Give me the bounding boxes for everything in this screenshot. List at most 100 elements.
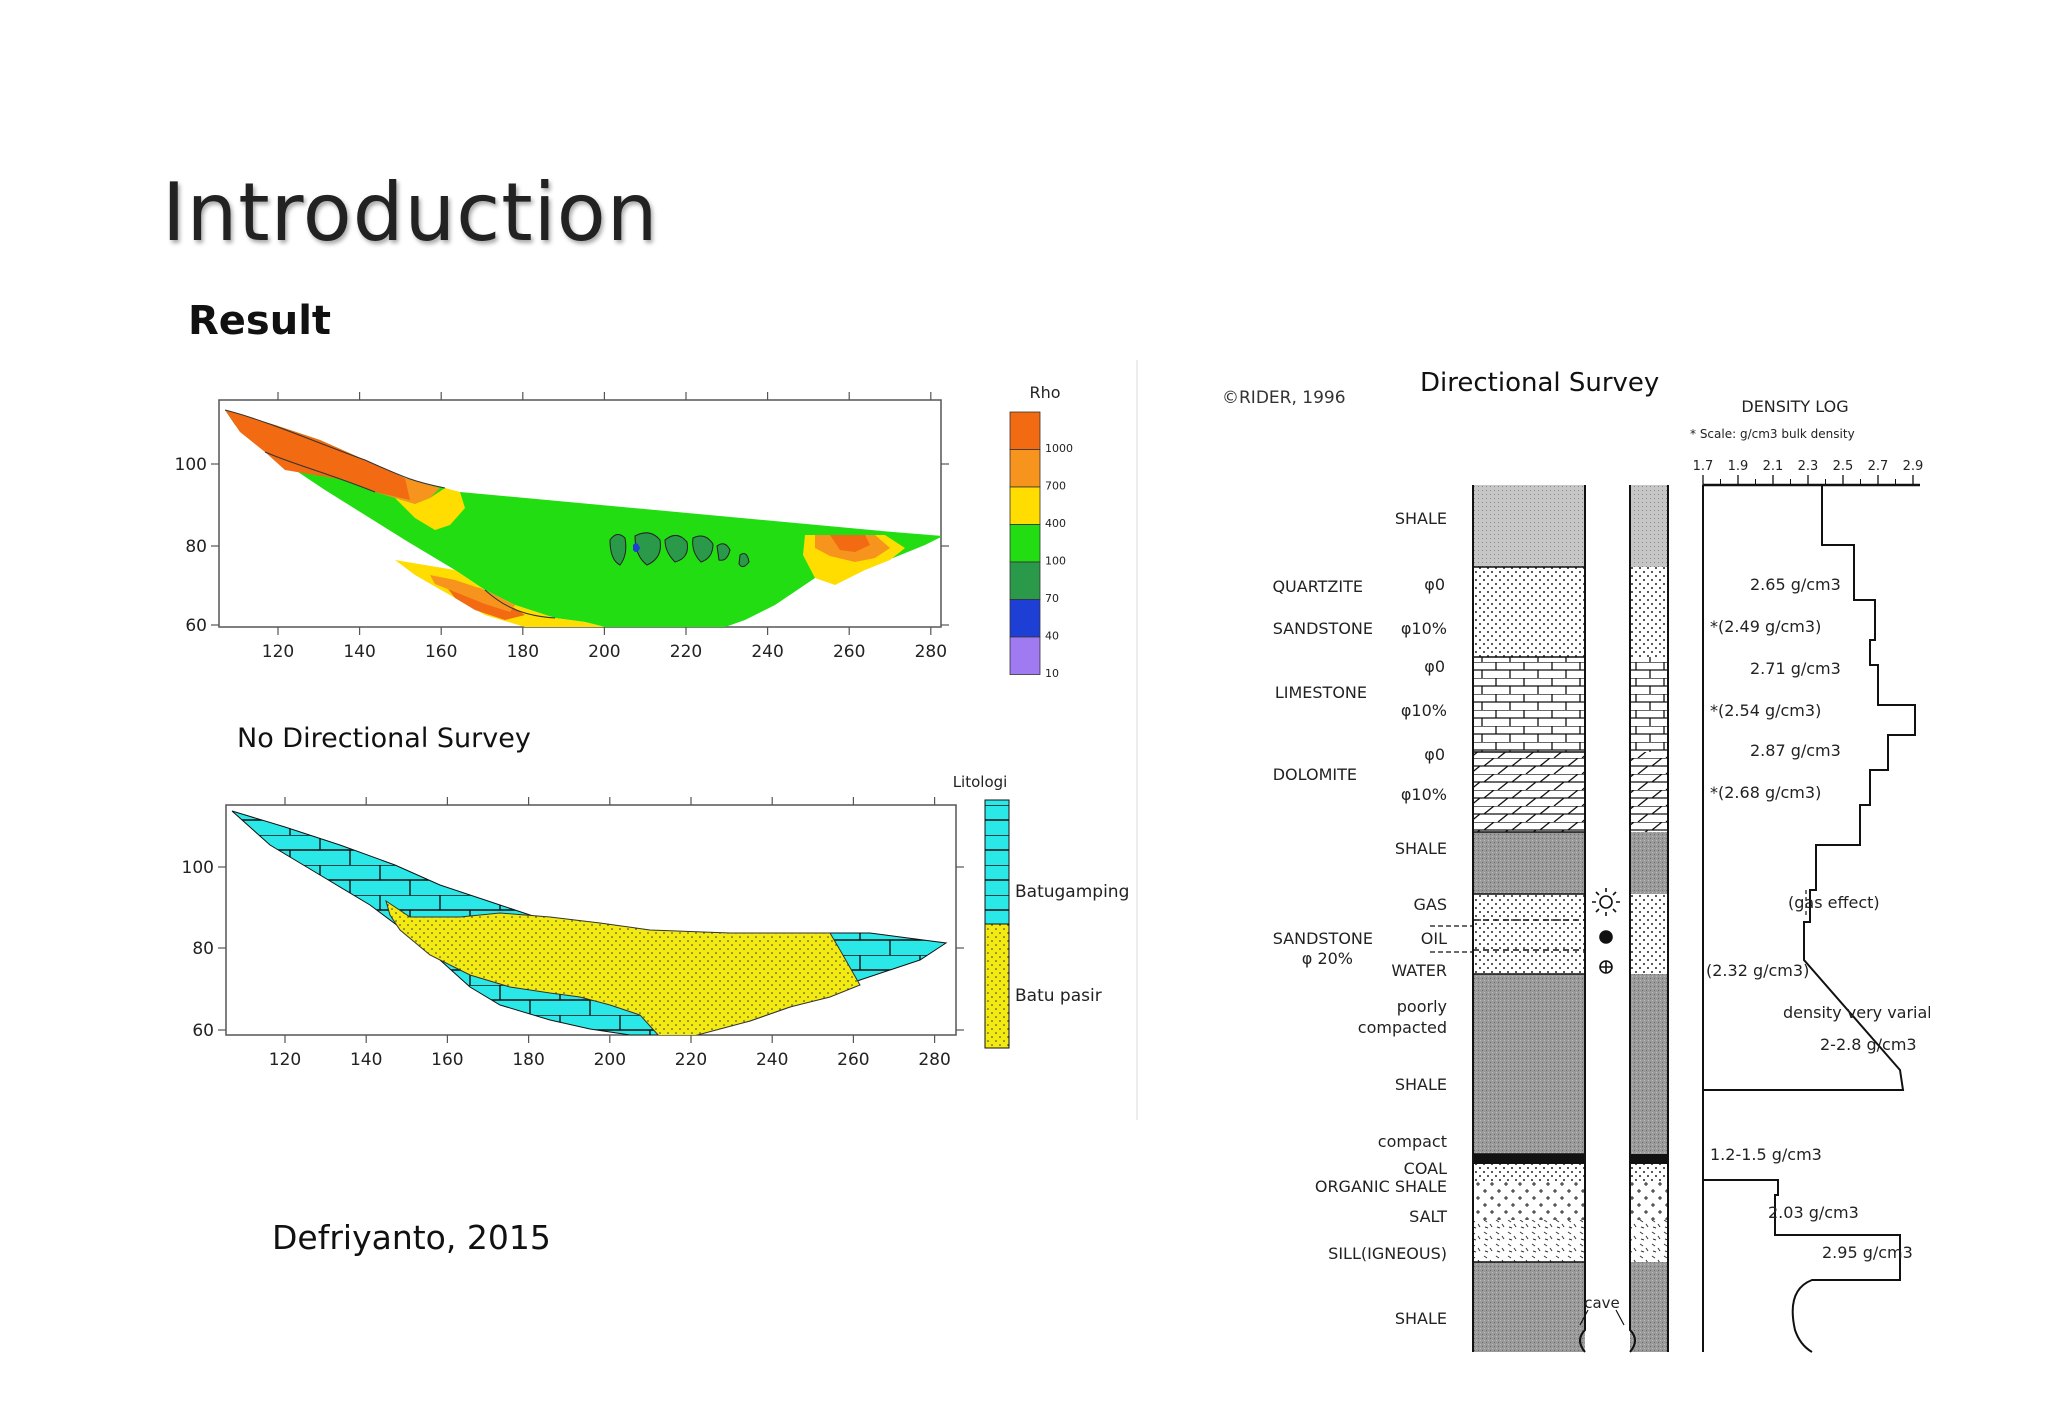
- rho-y-tick-label: 60: [185, 616, 207, 636]
- density-log-track: [1702, 483, 1920, 1353]
- rho-legend-level: 700: [1045, 480, 1066, 493]
- rho-color-legend: 1000 700 400 100 70 40 10: [1009, 411, 1073, 680]
- lithology-x-tick-label: 200: [594, 1050, 626, 1070]
- lithology-unit-sandstone: [385, 899, 861, 1035]
- lithology-section-figure: 120 140 160 180 200 220 240 260 280 100 80 60 Lito…: [182, 775, 1130, 1070]
- density-value: 2.95 g/cm3: [1822, 1243, 1913, 1262]
- label-salt: SALT: [1409, 1207, 1447, 1226]
- density-value: *(2.49 g/cm3): [1710, 617, 1821, 636]
- rho-y-tick-label: 80: [185, 537, 207, 557]
- citation-defriyanto: Defriyanto, 2015: [272, 1218, 551, 1257]
- density-scale-tick-label: 2.5: [1833, 459, 1854, 474]
- rho-legend-level: 10: [1045, 667, 1059, 680]
- density-scale-tick-label: 1.9: [1728, 459, 1749, 474]
- label-limestone: LIMESTONE: [1275, 683, 1367, 702]
- label-water: WATER: [1391, 961, 1447, 980]
- rho-legend-swatch: [1009, 449, 1041, 488]
- rho-legend-swatch: [1009, 561, 1041, 600]
- rho-zone-lightorange-top: [375, 478, 440, 504]
- label-organic-shale: ORGANIC SHALE: [1315, 1177, 1447, 1196]
- label-porosity-20: φ 20%: [1302, 949, 1353, 968]
- slide-title: Introduction: [162, 166, 659, 259]
- rho-x-tick-label: 240: [751, 642, 783, 662]
- density-scale-tick-label: 2.1: [1763, 459, 1784, 474]
- density-log-header: DENSITY LOG: [1741, 397, 1848, 416]
- rho-x-tick-label: 280: [915, 642, 947, 662]
- label-dolomite: DOLOMITE: [1273, 765, 1357, 784]
- rho-x-axis: 120 140 160 180 200 220 240 260 280: [262, 392, 947, 662]
- rho-x-tick-label: 140: [343, 642, 375, 662]
- density-scale-tick-label: 2.7: [1868, 459, 1889, 474]
- panel-divider: [1136, 360, 1138, 1120]
- density-scale-axis: 1.7 1.9 2.1 2.3 2.5 2.7 2.9: [1693, 459, 1924, 485]
- caption-directional-survey: Directional Survey: [1420, 368, 1660, 398]
- lithology-y-tick-label: 80: [192, 939, 214, 959]
- legend-label-batugamping: Batugamping: [1015, 882, 1129, 902]
- label-sill-igneous: SILL(IGNEOUS): [1328, 1244, 1447, 1263]
- rho-zone-lightorange-bottom: [430, 575, 515, 612]
- legend-swatch-batu-pasir: [984, 923, 1010, 1049]
- label-compact: compact: [1378, 1132, 1447, 1151]
- rho-legend-swatch: [1009, 411, 1041, 450]
- lithology-x-tick-label: 220: [675, 1050, 707, 1070]
- label-sandstone: SANDSTONE: [1273, 619, 1373, 638]
- rho-x-tick-label: 200: [588, 642, 620, 662]
- lithology-y-tick-label: 100: [182, 858, 214, 878]
- rho-x-tick-label: 260: [833, 642, 865, 662]
- lithology-x-axis: 120 140 160 180 200 220 240 260 280: [269, 797, 951, 1070]
- porosity-label: φ10%: [1401, 619, 1447, 638]
- label-shale-2: SHALE: [1395, 839, 1447, 858]
- rho-legend-title: Rho: [1029, 383, 1060, 402]
- density-value: 2.03 g/cm3: [1768, 1203, 1859, 1222]
- label-coal: COAL: [1404, 1159, 1447, 1178]
- rho-zone-orange-right: [830, 535, 870, 552]
- rho-x-tick-label: 160: [425, 642, 457, 662]
- rho-legend-level: 100: [1045, 555, 1066, 568]
- density-value: *(2.68 g/cm3): [1710, 783, 1821, 802]
- rho-legend-level: 1000: [1045, 442, 1073, 455]
- rho-contour-lines: [224, 409, 556, 619]
- rho-x-tick-label: 220: [670, 642, 702, 662]
- label-poorly: poorly: [1397, 997, 1447, 1016]
- caption-no-directional-survey: No Directional Survey: [237, 723, 531, 754]
- density-value: 2.65 g/cm3: [1750, 575, 1841, 594]
- legend-swatch-batugamping: [984, 799, 1010, 925]
- porosity-label: φ0: [1424, 657, 1445, 676]
- rho-legend-swatch: [1009, 524, 1041, 563]
- density-value: 2.87 g/cm3: [1750, 741, 1841, 760]
- oil-symbol-icon: [1599, 930, 1613, 944]
- lithology-x-tick-label: 260: [837, 1050, 869, 1070]
- rho-x-tick-label: 180: [507, 642, 539, 662]
- lithology-column-narrow: [1629, 485, 1669, 1353]
- rho-x-tick-label: 120: [262, 642, 294, 662]
- density-value-labels: 2.65 g/cm3 *(2.49 g/cm3) 2.71 g/cm3 *(2.…: [1706, 575, 1930, 1262]
- slide-subtitle: Result: [188, 298, 332, 344]
- density-scale-tick-label: 1.7: [1693, 459, 1714, 474]
- density-value: 1.2-1.5 g/cm3: [1710, 1145, 1822, 1164]
- rho-zone-yellow-top: [395, 488, 465, 530]
- rho-legend-level: 70: [1045, 592, 1059, 605]
- density-value: 2-2.8 g/cm3: [1820, 1035, 1917, 1054]
- density-value: 2.71 g/cm3: [1750, 659, 1841, 678]
- rho-zone-yellow-bottom: [395, 560, 605, 627]
- density-log-curve: [1703, 485, 1916, 1353]
- rho-zone-darkgreen-anomaly: [609, 532, 750, 568]
- rho-legend-level: 40: [1045, 630, 1059, 643]
- lithology-y-axis: 100 80 60: [182, 858, 964, 1041]
- density-value: (gas effect): [1788, 893, 1880, 912]
- cave-label: cave: [1584, 1294, 1620, 1312]
- fluid-symbols: [1592, 888, 1620, 974]
- porosity-label: φ0: [1424, 745, 1445, 764]
- rho-zone-orange-top: [225, 410, 425, 500]
- rho-legend-swatch: [1009, 599, 1041, 638]
- density-scale-tick-label: 2.9: [1903, 459, 1924, 474]
- density-scale-tick-label: 2.3: [1798, 459, 1819, 474]
- lithology-x-tick-label: 120: [269, 1050, 301, 1070]
- porosity-label: φ10%: [1401, 785, 1447, 804]
- density-log-figure: DENSITY LOG * Scale: g/cm3 bulk density …: [1272, 397, 1930, 1353]
- density-scale-note: * Scale: g/cm3 bulk density: [1690, 427, 1855, 441]
- oil-zone-markers: [1430, 925, 1473, 953]
- rho-legend-swatch: [1009, 486, 1041, 525]
- lithology-legend-title: Litologi: [953, 775, 1008, 791]
